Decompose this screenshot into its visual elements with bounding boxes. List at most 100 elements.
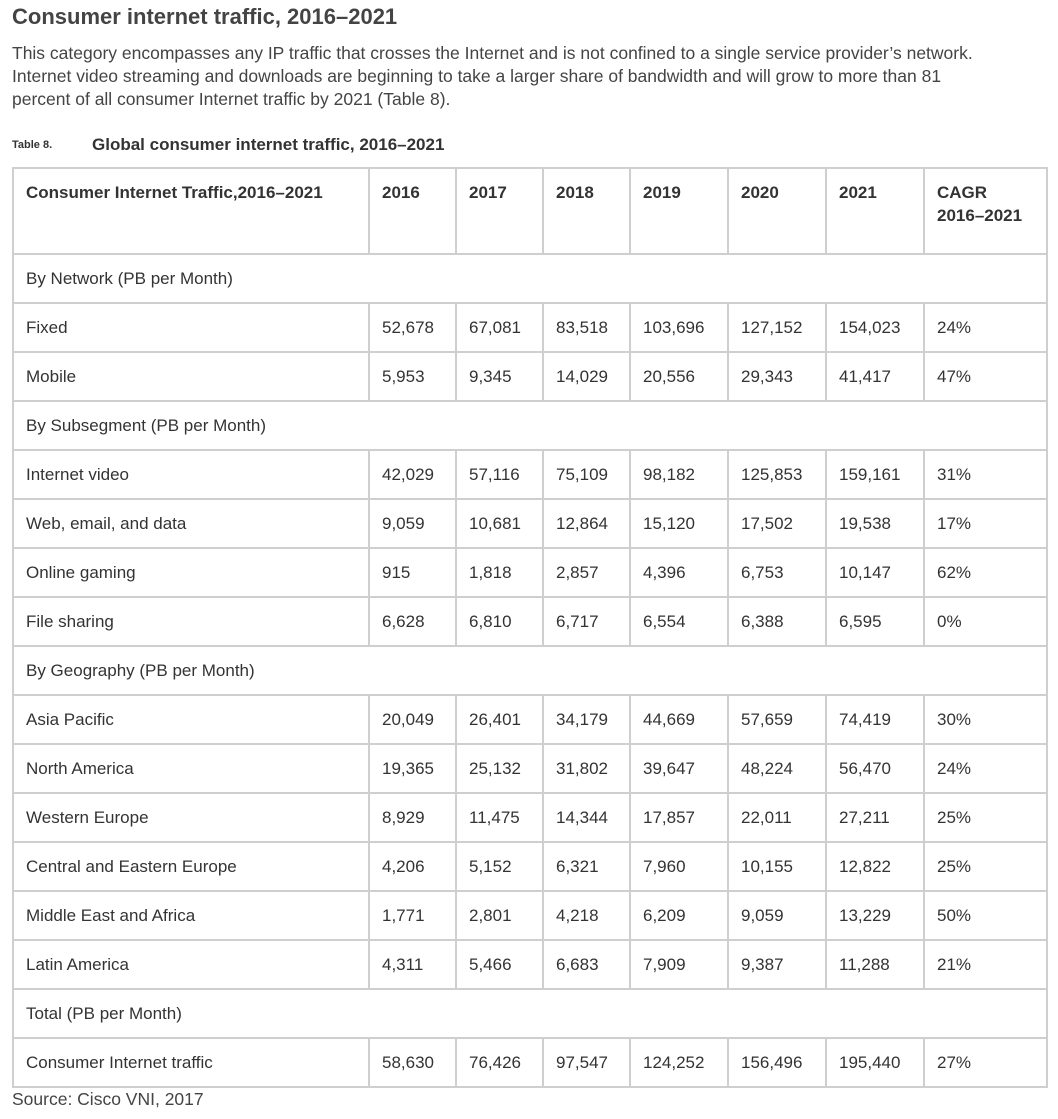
table-section-row: By Geography (PB per Month): [12, 645, 1048, 696]
value-cell: 29,343: [727, 351, 827, 402]
table-row: Latin America 4,311 5,466 6,683 7,909 9,387 11…: [12, 939, 1048, 990]
value-cell: 195,440: [825, 1037, 925, 1088]
value-cell: 915: [368, 547, 457, 598]
row-label: Middle East and Africa: [12, 890, 370, 941]
cagr-cell: 47%: [923, 351, 1048, 402]
value-cell: 6,628: [368, 596, 457, 647]
header-cagr: CAGR 2016–2021: [923, 167, 1048, 255]
cagr-cell: 21%: [923, 939, 1048, 990]
value-cell: 57,116: [455, 449, 544, 500]
row-label: Online gaming: [12, 547, 370, 598]
table-row: Online gaming 915 1,818 2,857 4,396 6,753 10,1…: [12, 547, 1048, 598]
table-row: Web, email, and data 9,059 10,681 12,864 15,…: [12, 498, 1048, 549]
row-label: File sharing: [12, 596, 370, 647]
value-cell: 9,387: [727, 939, 827, 990]
table-row: Mobile 5,953 9,345 14,029 20,556 29,343 41,417…: [12, 351, 1048, 402]
table-row: North America 19,365 25,132 31,802 39,647 48,…: [12, 743, 1048, 794]
value-cell: 4,396: [629, 547, 729, 598]
value-cell: 67,081: [455, 302, 544, 353]
value-cell: 76,426: [455, 1037, 544, 1088]
value-cell: 1,818: [455, 547, 544, 598]
value-cell: 34,179: [542, 694, 631, 745]
value-cell: 97,547: [542, 1037, 631, 1088]
table-row: Central and Eastern Europe 4,206 5,152 6,32…: [12, 841, 1048, 892]
row-label: Mobile: [12, 351, 370, 402]
cagr-cell: 50%: [923, 890, 1048, 941]
cagr-cell: 0%: [923, 596, 1048, 647]
cagr-cell: 25%: [923, 792, 1048, 843]
header-year: 2017: [455, 167, 544, 255]
value-cell: 39,647: [629, 743, 729, 794]
cagr-cell: 27%: [923, 1037, 1048, 1088]
value-cell: 19,538: [825, 498, 925, 549]
value-cell: 6,753: [727, 547, 827, 598]
value-cell: 7,960: [629, 841, 729, 892]
section-label: By Subsegment (PB per Month): [12, 400, 1048, 451]
table-section-row: Total (PB per Month): [12, 988, 1048, 1039]
value-cell: 103,696: [629, 302, 729, 353]
value-cell: 124,252: [629, 1037, 729, 1088]
value-cell: 11,288: [825, 939, 925, 990]
value-cell: 75,109: [542, 449, 631, 500]
cagr-cell: 24%: [923, 743, 1048, 794]
value-cell: 17,857: [629, 792, 729, 843]
section-label: Total (PB per Month): [12, 988, 1048, 1039]
value-cell: 4,311: [368, 939, 457, 990]
value-cell: 41,417: [825, 351, 925, 402]
value-cell: 2,857: [542, 547, 631, 598]
value-cell: 98,182: [629, 449, 729, 500]
table-body: By Network (PB per Month) Fixed 52,678 67,0…: [12, 253, 1048, 1088]
value-cell: 154,023: [825, 302, 925, 353]
value-cell: 2,801: [455, 890, 544, 941]
value-cell: 10,681: [455, 498, 544, 549]
value-cell: 44,669: [629, 694, 729, 745]
value-cell: 58,630: [368, 1037, 457, 1088]
value-cell: 25,132: [455, 743, 544, 794]
header-year: 2021: [825, 167, 925, 255]
table-row: Asia Pacific 20,049 26,401 34,179 44,669 57,6…: [12, 694, 1048, 745]
section-label: By Network (PB per Month): [12, 253, 1048, 304]
row-label: Internet video: [12, 449, 370, 500]
header-year: 2016: [368, 167, 457, 255]
value-cell: 19,365: [368, 743, 457, 794]
table-row: Internet video 42,029 57,116 75,109 98,182 12…: [12, 449, 1048, 500]
value-cell: 6,717: [542, 596, 631, 647]
value-cell: 8,929: [368, 792, 457, 843]
source-note: Source: Cisco VNI, 2017: [12, 1089, 204, 1109]
row-label: Central and Eastern Europe: [12, 841, 370, 892]
value-cell: 9,059: [727, 890, 827, 941]
cagr-cell: 30%: [923, 694, 1048, 745]
value-cell: 6,595: [825, 596, 925, 647]
row-label: Latin America: [12, 939, 370, 990]
cagr-cell: 24%: [923, 302, 1048, 353]
table-section-row: By Subsegment (PB per Month): [12, 400, 1048, 451]
value-cell: 9,345: [455, 351, 544, 402]
value-cell: 42,029: [368, 449, 457, 500]
value-cell: 6,209: [629, 890, 729, 941]
value-cell: 6,554: [629, 596, 729, 647]
value-cell: 127,152: [727, 302, 827, 353]
table-row: Fixed 52,678 67,081 83,518 103,696 127,152 154…: [12, 302, 1048, 353]
header-year: 2018: [542, 167, 631, 255]
cagr-cell: 31%: [923, 449, 1048, 500]
table-header-row: Consumer Internet Traffic,2016–2021 2016…: [12, 167, 1048, 255]
value-cell: 26,401: [455, 694, 544, 745]
traffic-table: Consumer Internet Traffic,2016–2021 2016…: [12, 167, 1048, 1088]
value-cell: 10,155: [727, 841, 827, 892]
value-cell: 52,678: [368, 302, 457, 353]
value-cell: 20,049: [368, 694, 457, 745]
table-row: Middle East and Africa 1,771 2,801 4,218 6,2…: [12, 890, 1048, 941]
value-cell: 11,475: [455, 792, 544, 843]
value-cell: 15,120: [629, 498, 729, 549]
cagr-cell: 17%: [923, 498, 1048, 549]
value-cell: 4,218: [542, 890, 631, 941]
value-cell: 57,659: [727, 694, 827, 745]
value-cell: 156,496: [727, 1037, 827, 1088]
value-cell: 27,211: [825, 792, 925, 843]
value-cell: 7,909: [629, 939, 729, 990]
value-cell: 13,229: [825, 890, 925, 941]
value-cell: 48,224: [727, 743, 827, 794]
page-heading: Consumer internet traffic, 2016–2021: [12, 4, 398, 29]
row-label: Consumer Internet traffic: [12, 1037, 370, 1088]
value-cell: 17,502: [727, 498, 827, 549]
